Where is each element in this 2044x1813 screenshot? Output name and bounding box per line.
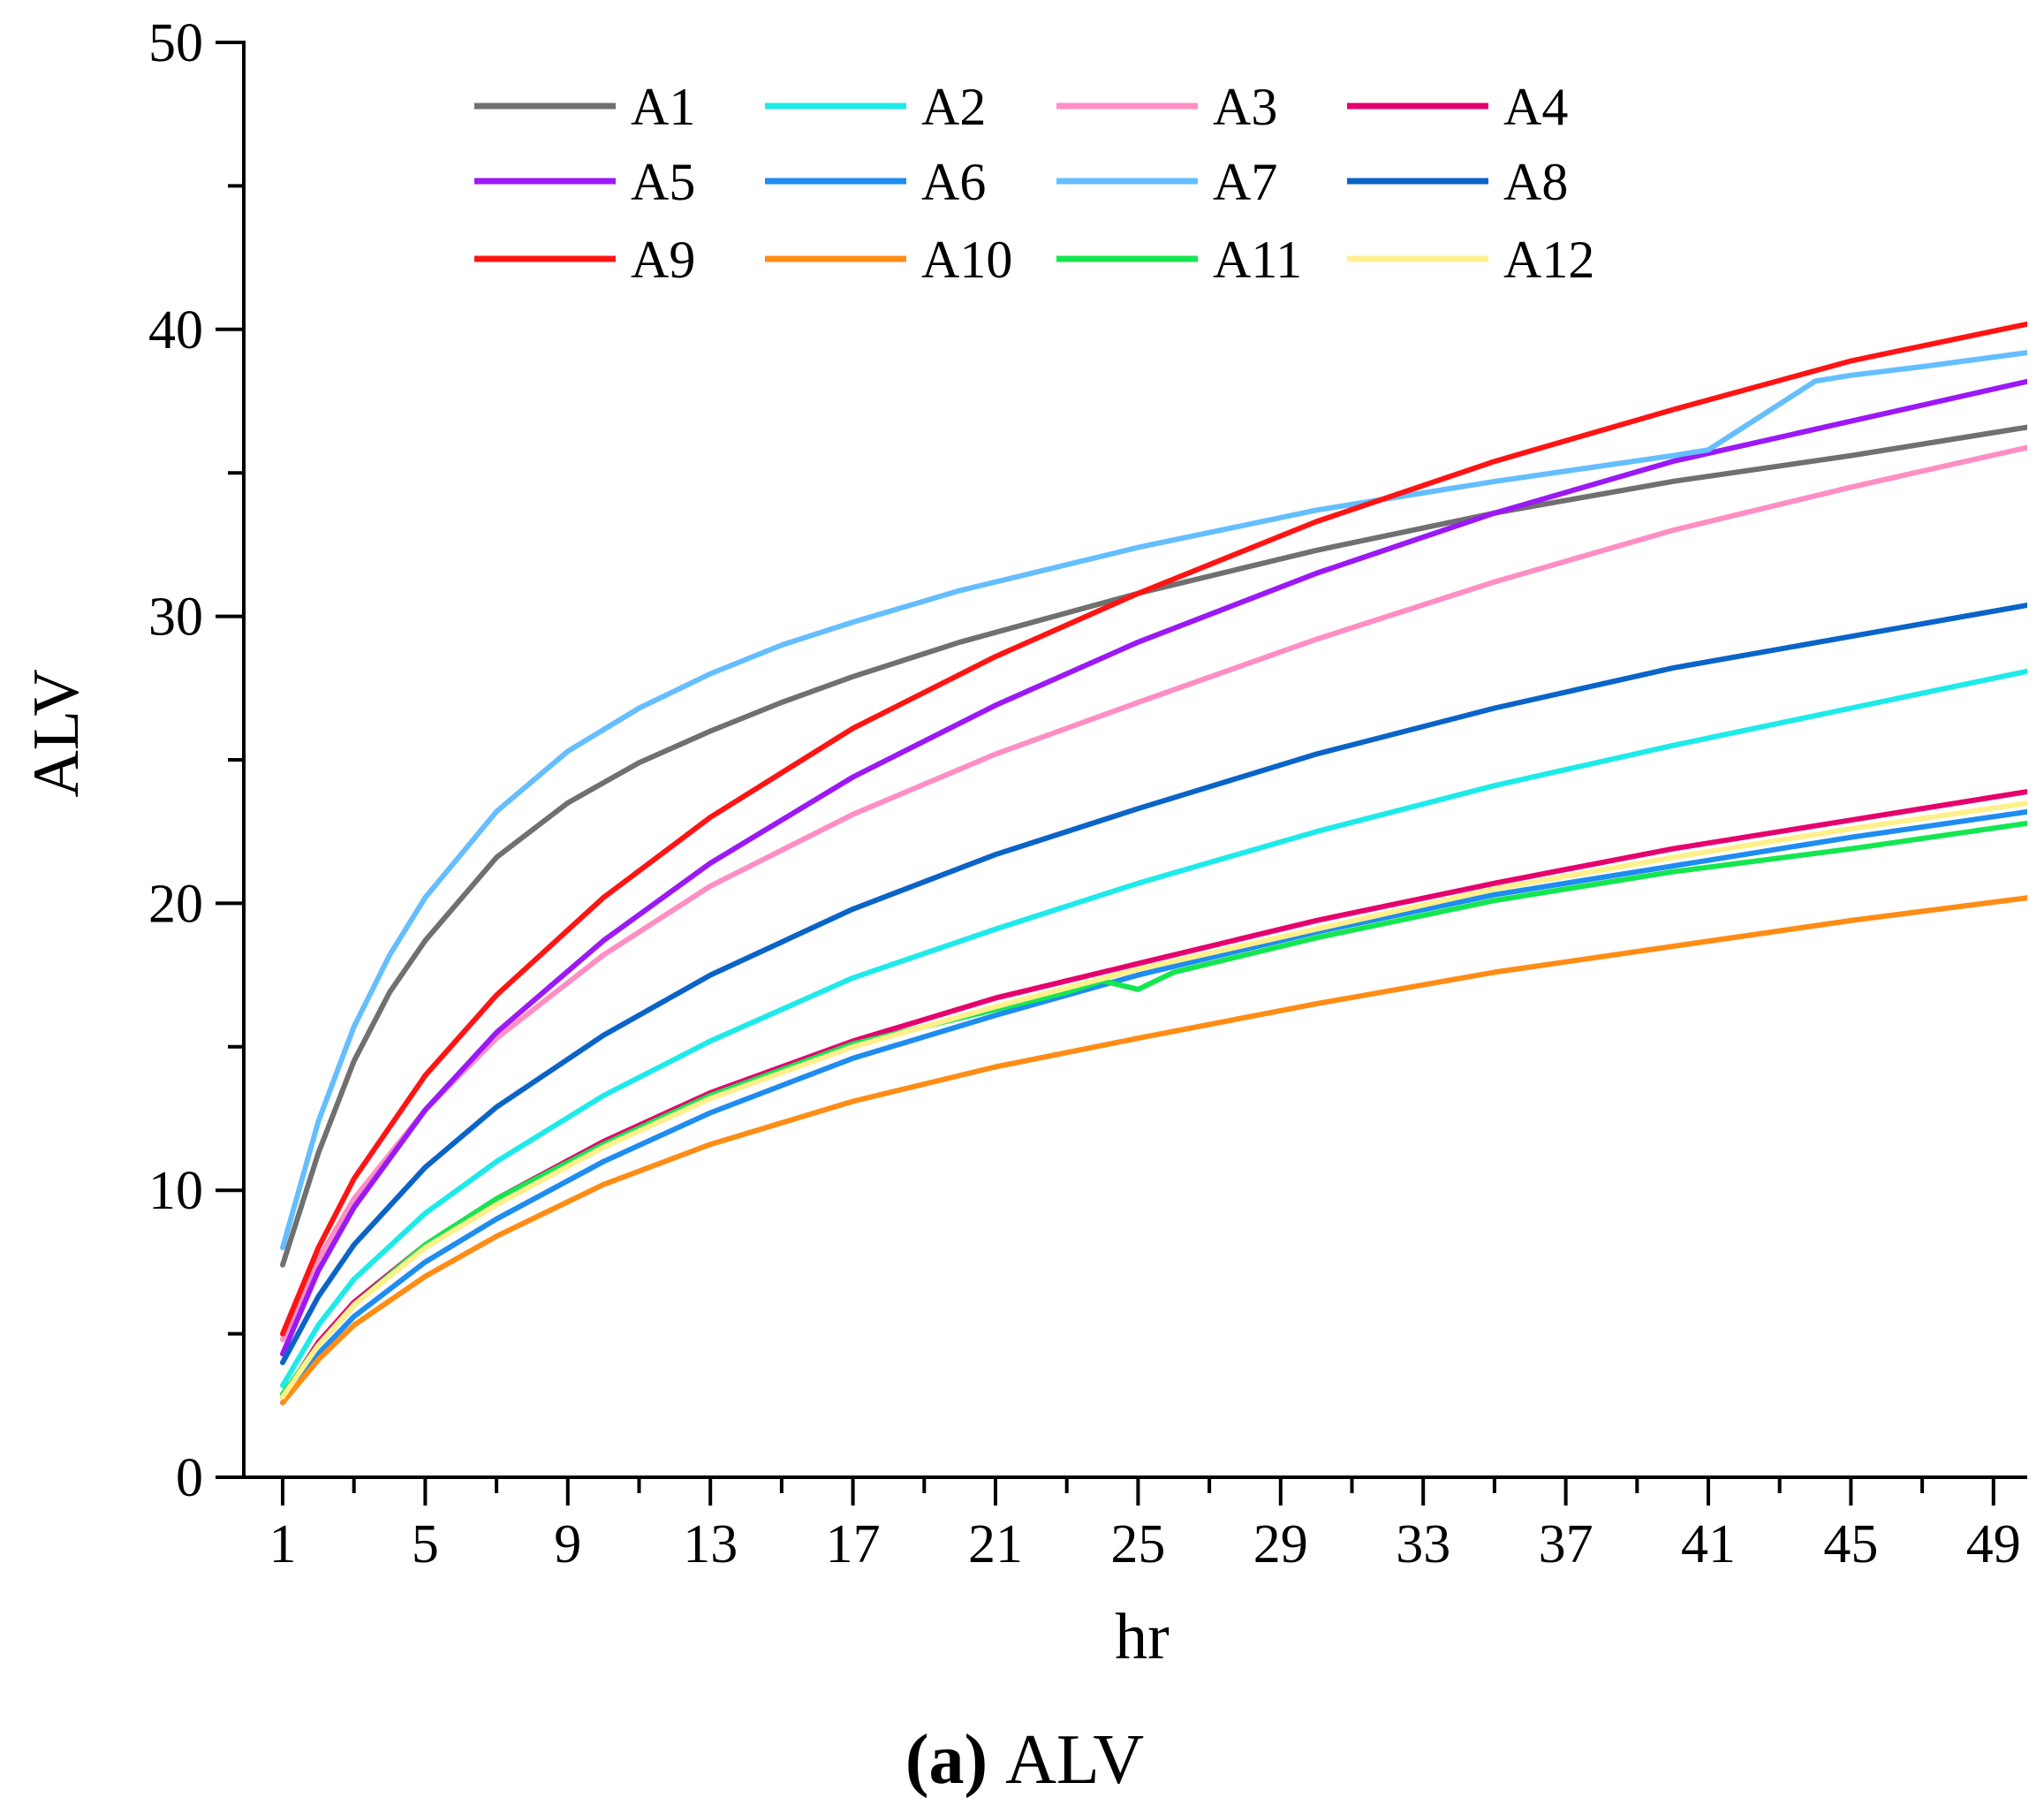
x-axis-title: hr bbox=[1115, 1601, 1170, 1673]
legend-label-a7: A7 bbox=[1213, 153, 1277, 211]
legend-label-a11: A11 bbox=[1213, 231, 1302, 289]
x-tick-label: 5 bbox=[412, 1514, 439, 1574]
series-line-a6 bbox=[280, 808, 2027, 1406]
legend-label-a9: A9 bbox=[631, 231, 695, 289]
x-tick-label: 25 bbox=[1110, 1514, 1165, 1574]
x-tick-label: 33 bbox=[1396, 1514, 1450, 1574]
legend-label-a5: A5 bbox=[631, 153, 695, 211]
series-line-a9 bbox=[280, 321, 2027, 1337]
x-tick-label: 9 bbox=[554, 1514, 581, 1574]
y-tick-label: 10 bbox=[148, 1161, 203, 1221]
legend-label-a6: A6 bbox=[921, 153, 986, 211]
y-tick-label: 20 bbox=[148, 874, 203, 934]
y-tick-label: 50 bbox=[148, 13, 203, 73]
caption-label: ALV bbox=[1005, 1721, 1144, 1799]
legend-label-a2: A2 bbox=[921, 78, 986, 136]
y-axis-title: ALV bbox=[20, 669, 93, 797]
caption-prefix: (a) bbox=[905, 1721, 988, 1799]
legend-label-a4: A4 bbox=[1503, 78, 1568, 136]
x-tick-label: 45 bbox=[1823, 1514, 1878, 1574]
series-line-a10 bbox=[280, 895, 2027, 1406]
x-tick-label: 13 bbox=[683, 1514, 738, 1574]
series-line-a4 bbox=[280, 789, 2027, 1400]
plot-lines bbox=[280, 321, 2027, 1406]
x-ticks: 1 5 9 13 17 21 25 29 33 37 41 45 49 bbox=[269, 1477, 2021, 1574]
x-tick-label: 17 bbox=[826, 1514, 881, 1574]
series-line-a8 bbox=[280, 602, 2027, 1366]
legend-label-a1: A1 bbox=[631, 78, 695, 136]
series-line-a2 bbox=[280, 668, 2027, 1389]
series-line-a5 bbox=[280, 378, 2027, 1357]
legend: A1 A2 A3 A4 A5 A6 A7 A8 A9 A10 A11 A12 bbox=[474, 78, 1594, 289]
legend-label-a3: A3 bbox=[1213, 78, 1277, 136]
series-line-a1 bbox=[280, 424, 2027, 1268]
x-tick-label: 1 bbox=[269, 1514, 297, 1574]
legend-label-a8: A8 bbox=[1503, 153, 1568, 211]
legend-label-a12: A12 bbox=[1503, 231, 1594, 289]
figure-caption: (a) ALV bbox=[905, 1721, 1144, 1799]
x-tick-label: 21 bbox=[968, 1514, 1023, 1574]
x-tick-label: 49 bbox=[1966, 1514, 2021, 1574]
x-tick-label: 29 bbox=[1253, 1514, 1308, 1574]
x-tick-label: 37 bbox=[1539, 1514, 1594, 1574]
series-line-a3 bbox=[280, 444, 2027, 1343]
series-line-a11 bbox=[280, 820, 2027, 1397]
series-line-a7 bbox=[280, 350, 2027, 1251]
series-line-a12 bbox=[280, 800, 2027, 1400]
y-ticks: 0 10 20 30 40 50 bbox=[148, 13, 244, 1508]
y-tick-label: 30 bbox=[148, 588, 203, 648]
y-tick-label: 0 bbox=[176, 1448, 203, 1508]
legend-label-a10: A10 bbox=[921, 231, 1012, 289]
x-tick-label: 41 bbox=[1681, 1514, 1736, 1574]
y-tick-label: 40 bbox=[148, 300, 203, 360]
